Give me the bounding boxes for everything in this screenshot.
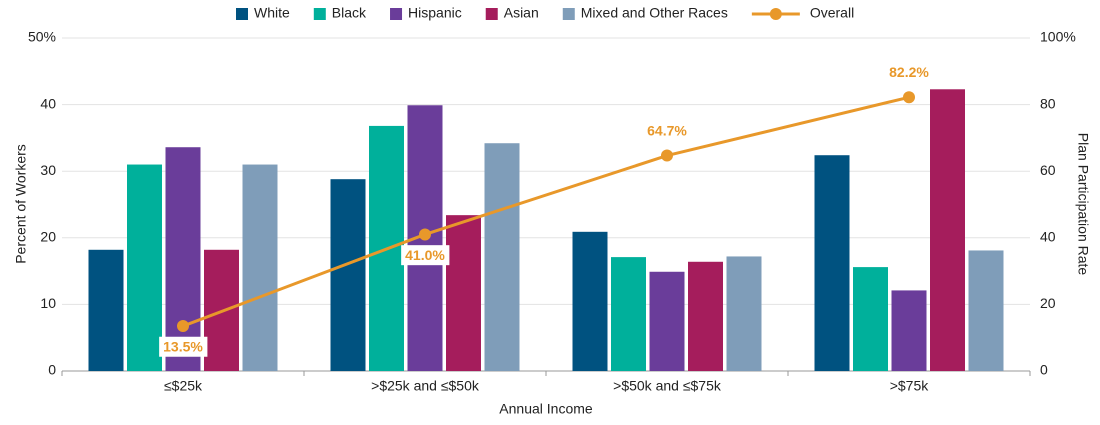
y-tick-label: 10 — [40, 295, 56, 311]
data-label-bg — [159, 336, 208, 357]
y-tick-label: 50% — [28, 29, 56, 45]
line-point — [177, 320, 189, 333]
line-point — [903, 91, 915, 104]
y-tick-label: 40 — [40, 95, 56, 111]
y2-axis-title: Plan Participation Rate — [1075, 133, 1091, 276]
x-tick-label: ≤$25k — [164, 378, 203, 394]
bar — [572, 231, 608, 371]
legend-marker — [769, 8, 782, 20]
legend-label: Mixed and Other Races — [581, 5, 728, 21]
y2-tick-label: 60 — [1040, 162, 1056, 178]
legend-swatch — [390, 8, 403, 20]
x-tick-label: >$25k and ≤$50k — [371, 378, 480, 394]
bar — [649, 271, 685, 371]
bar — [968, 250, 1004, 371]
x-tick-label: >$50k and ≤$75k — [613, 378, 722, 394]
bar — [930, 89, 965, 372]
data-label: 64.7% — [647, 122, 687, 138]
legend-swatch — [485, 8, 498, 20]
bar — [242, 164, 278, 371]
legend-label: Black — [332, 5, 367, 21]
y2-tick-label: 40 — [1040, 229, 1056, 245]
bar — [611, 257, 646, 371]
bar — [446, 215, 481, 371]
data-label: 82.2% — [889, 64, 929, 80]
x-axis-title: Annual Income — [499, 401, 593, 417]
y-tick-label: 0 — [48, 362, 56, 378]
bar — [853, 267, 888, 371]
bar — [88, 249, 124, 371]
y-axis-title: Percent of Workers — [13, 144, 29, 264]
bar — [726, 256, 762, 371]
line-point — [661, 149, 673, 162]
y-tick-label: 30 — [40, 162, 56, 178]
bar — [891, 290, 927, 371]
data-label-bg — [401, 245, 450, 266]
legend-label: Asian — [504, 5, 539, 21]
legend-label: Overall — [810, 5, 854, 21]
bar — [688, 261, 723, 371]
y-tick-label: 20 — [40, 229, 56, 245]
y2-tick-label: 80 — [1040, 95, 1056, 111]
legend-label: White — [254, 5, 290, 21]
legend-swatch — [562, 8, 575, 20]
bar — [814, 155, 850, 371]
data-label: 41.0% — [405, 247, 445, 263]
bar — [330, 179, 366, 371]
legend-label: Hispanic — [408, 5, 462, 21]
x-tick-label: >$75k — [890, 378, 930, 394]
line — [182, 95, 910, 328]
y2-tick-label: 0 — [1040, 362, 1048, 378]
y2-tick-label: 20 — [1040, 295, 1056, 311]
y2-tick-label: 100% — [1040, 29, 1076, 45]
legend-swatch — [313, 8, 326, 20]
bar — [165, 147, 201, 371]
legend-swatch — [236, 8, 248, 20]
line-point — [419, 228, 431, 241]
bar — [484, 143, 520, 371]
bar — [127, 164, 162, 371]
data-label: 13.5% — [163, 339, 203, 355]
